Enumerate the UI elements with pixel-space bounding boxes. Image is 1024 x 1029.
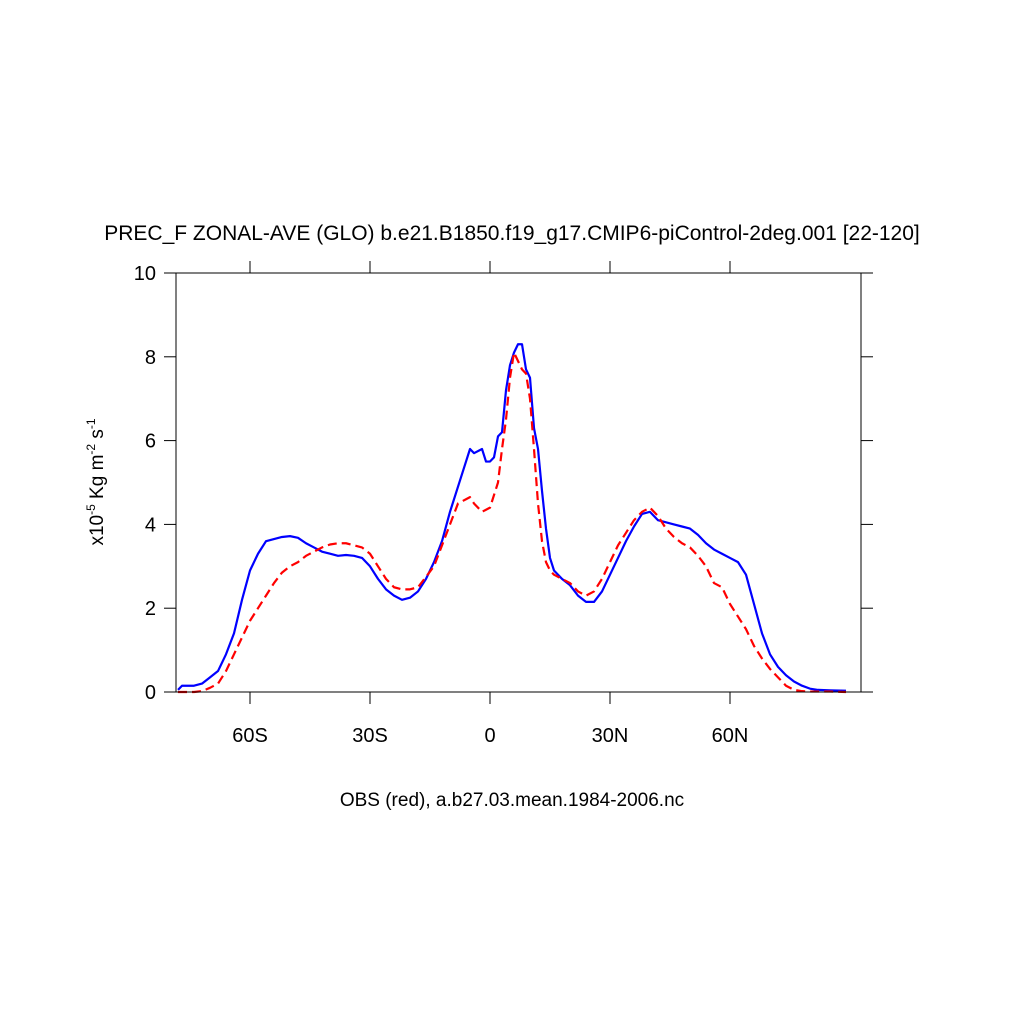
chart-title: PREC_F ZONAL-AVE (GLO) b.e21.B1850.f19_g… — [104, 222, 920, 245]
y-tick-label: 6 — [145, 431, 156, 453]
y-tick-label: 8 — [145, 347, 156, 369]
plot-frame — [175, 272, 862, 693]
y-tick-label: 4 — [145, 514, 156, 536]
x-tick-label: 60N — [712, 725, 749, 747]
x-tick-label: 0 — [484, 725, 495, 747]
data-line — [178, 351, 847, 694]
data-line — [177, 343, 847, 692]
x-tick-label: 60S — [232, 725, 268, 747]
y-tick-label: 10 — [134, 263, 156, 285]
x-axis-label: OBS (red), a.b27.03.mean.1984-2006.nc — [340, 790, 684, 811]
y-label-sup: -2 — [84, 444, 98, 455]
y-label-part: x10 — [87, 515, 108, 546]
y-label-part: s — [87, 429, 108, 444]
y-label-sup: -1 — [84, 418, 98, 429]
y-tick-label: 0 — [145, 682, 156, 704]
y-axis-label: x10-5 Kg m-2 s-1 — [84, 418, 108, 545]
x-tick-label: 30S — [352, 725, 388, 747]
y-label-part: Kg m — [87, 455, 108, 505]
y-label-sup: -5 — [84, 504, 98, 515]
x-tick-label: 30N — [592, 725, 629, 747]
y-tick-label: 2 — [145, 598, 156, 620]
